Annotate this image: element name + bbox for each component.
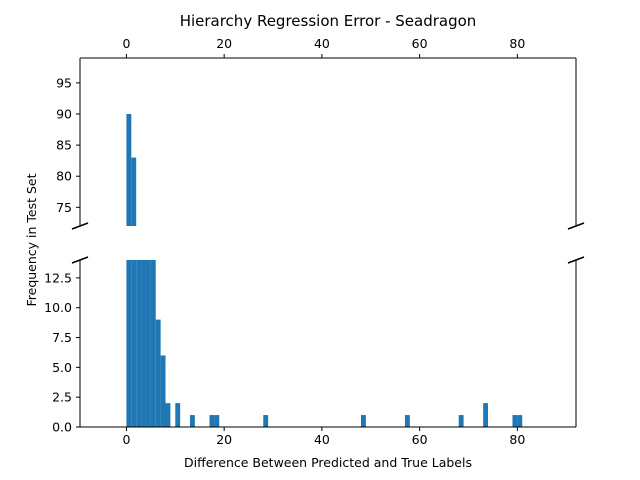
break-mark-upper-left bbox=[71, 222, 89, 230]
lower-bar-19 bbox=[517, 415, 523, 427]
x-axis-label: Difference Between Predicted and True La… bbox=[184, 455, 472, 470]
break-mark-upper-right bbox=[567, 222, 585, 230]
upper-y-tick-label-0: 75 bbox=[56, 200, 72, 215]
upper-y-tick-label-2: 85 bbox=[56, 138, 72, 153]
lower-bar-0 bbox=[126, 260, 132, 427]
lower-x-tick-label-0: 0 bbox=[122, 432, 130, 447]
lower-bar-8 bbox=[165, 403, 171, 427]
break-mark-lower-left bbox=[71, 256, 89, 264]
lower-bar-2 bbox=[136, 260, 142, 427]
lower-x-tick-label-1: 20 bbox=[216, 432, 232, 447]
upper-x-tick-label-3: 60 bbox=[412, 36, 428, 51]
lower-bar-5 bbox=[150, 260, 156, 427]
upper-x-tick-label-0: 0 bbox=[122, 36, 130, 51]
lower-bar-15 bbox=[404, 415, 410, 427]
lower-y-tick-label-2: 5.0 bbox=[52, 360, 72, 375]
lower-y-tick-label-1: 2.5 bbox=[52, 390, 72, 405]
lower-panel: 0.0 2.5 5.0 7.5 10.0 12.5 0 20 40 60 80 bbox=[44, 260, 577, 447]
axis-break-marks bbox=[71, 222, 585, 264]
lower-y-tick-label-3: 7.5 bbox=[52, 330, 72, 345]
lower-bar-17 bbox=[483, 403, 489, 427]
upper-y-tick-label-1: 80 bbox=[56, 169, 72, 184]
upper-panel: 75 80 85 90 95 0 20 40 60 80 bbox=[56, 36, 577, 226]
lower-x-tick-label-4: 80 bbox=[509, 432, 525, 447]
chart-title: Hierarchy Regression Error - Seadragon bbox=[180, 12, 477, 30]
lower-bar-18 bbox=[512, 415, 518, 427]
upper-x-tick-label-4: 80 bbox=[509, 36, 525, 51]
lower-bar-3 bbox=[141, 260, 146, 427]
upper-x-tick-label-2: 40 bbox=[314, 36, 330, 51]
lower-x-tick-label-3: 60 bbox=[412, 432, 428, 447]
lower-bar-16 bbox=[458, 415, 464, 427]
lower-x-tick-label-2: 40 bbox=[314, 432, 330, 447]
lower-bar-14 bbox=[360, 415, 366, 427]
y-axis-label: Frequency in Test Set bbox=[24, 173, 39, 306]
lower-bar-4 bbox=[145, 260, 151, 427]
lower-bar-10 bbox=[189, 415, 195, 427]
upper-bar-1 bbox=[131, 157, 137, 226]
lower-bar-9 bbox=[175, 403, 181, 427]
lower-bar-13 bbox=[263, 415, 269, 427]
lower-bar-12 bbox=[214, 415, 220, 427]
lower-bar-6 bbox=[155, 319, 161, 427]
upper-y-tick-label-3: 90 bbox=[56, 107, 72, 122]
upper-bar-0 bbox=[126, 114, 132, 226]
upper-x-tick-label-1: 20 bbox=[216, 36, 232, 51]
lower-y-tick-label-4: 10.0 bbox=[44, 300, 72, 315]
upper-y-tick-label-4: 95 bbox=[56, 75, 72, 90]
lower-bar-1 bbox=[131, 260, 137, 427]
lower-bar-11 bbox=[209, 415, 215, 427]
lower-y-tick-label-5: 12.5 bbox=[44, 270, 72, 285]
lower-bar-7 bbox=[160, 355, 166, 427]
lower-y-tick-label-0: 0.0 bbox=[52, 420, 72, 435]
break-mark-lower-right bbox=[567, 256, 585, 264]
